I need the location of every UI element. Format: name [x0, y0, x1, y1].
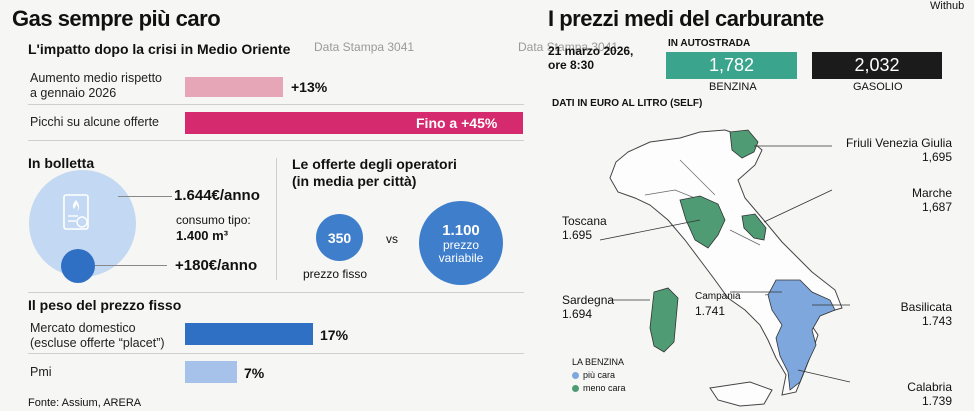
label-toscana-value: 1.695 [562, 228, 593, 242]
divider-1 [28, 104, 524, 105]
label-friuli-name: Friuli Venezia Giulia [845, 136, 952, 150]
legend-dot-green [572, 385, 579, 393]
benzina-value: 1,782 [708, 55, 755, 75]
legend-dot-blue [572, 372, 579, 380]
legend-text-piu: più cara [583, 370, 616, 380]
autostrada-label: IN AUTOSTRADA [668, 38, 751, 49]
value-domestico: 17% [320, 327, 349, 343]
peso-label-domestico: Mercato domestico (escluse offerte “plac… [30, 321, 165, 350]
vertical-divider [276, 158, 277, 280]
bill-icon [63, 194, 89, 230]
row-label-picchi: Picchi su alcune offerte [30, 115, 160, 129]
corner-credit: Withub [930, 0, 965, 12]
variable-price-value: 1.100 [442, 221, 480, 239]
value-pmi: 7% [244, 365, 265, 381]
value-picchi: Fino a +45% [416, 115, 498, 131]
legend-item-piu: più cara [572, 369, 626, 382]
bolletta-increase: +180€/anno [175, 257, 258, 274]
region-marche [741, 213, 767, 241]
bolletta-annual: 1.644€/anno [174, 187, 260, 204]
label-toscana-name: Toscana [562, 214, 607, 228]
fixed-price-value: 350 [327, 229, 352, 246]
peso-label-pmi: Pmi [30, 365, 52, 379]
label-sardegna: Sardegna 1.694 [562, 293, 614, 321]
label-basilicata: Basilicata 1.743 [856, 300, 952, 328]
label-calabria: Calabria 1.739 [856, 380, 952, 408]
left-subtitle: L'impatto dopo la crisi in Medio Oriente [28, 41, 291, 57]
region-friuli [729, 129, 759, 159]
variable-price-circle: 1.100 prezzo variabile [419, 201, 503, 285]
bolletta-title: In bolletta [28, 155, 95, 171]
left-title: Gas sempre più caro [12, 6, 221, 31]
label-campania: Campania 1.741 [695, 290, 741, 318]
value-aumento: +13% [291, 79, 328, 95]
label-marche: Marche 1,687 [836, 186, 952, 214]
label-friuli-value: 1,695 [921, 150, 952, 164]
right-title: I prezzi medi del carburante [548, 6, 824, 31]
label-calabria-value: 1.739 [921, 394, 952, 408]
watermark-left: Data Stampa 3041 [314, 40, 415, 54]
label-basilicata-name: Basilicata [900, 300, 952, 314]
label-toscana: Toscana 1.695 [562, 214, 607, 242]
watermark-right: Data Stampa 3041 [518, 40, 619, 54]
connector-annual [118, 196, 172, 197]
vs-text: vs [386, 232, 398, 246]
label-campania-value: 1.741 [695, 304, 726, 318]
benzina-label: BENZINA [709, 81, 757, 93]
label-marche-name: Marche [911, 186, 952, 200]
divider-2 [28, 140, 524, 141]
label-campania-name: Campania [695, 291, 741, 302]
fixed-price-label: prezzo fisso [303, 267, 368, 281]
consumo-value: 1.400 m³ [176, 228, 229, 243]
gasolio-label: GASOLIO [853, 81, 903, 93]
label-friuli: Friuli Venezia Giulia 1,695 [836, 136, 952, 164]
legend: LA BENZINA più cara meno cara [572, 356, 626, 395]
label-sardegna-name: Sardegna [562, 293, 615, 307]
peso-title: Il peso del prezzo fisso [28, 297, 182, 313]
divider-4 [28, 353, 524, 354]
label-marche-value: 1,687 [921, 200, 952, 214]
label-basilicata-value: 1.743 [921, 314, 952, 328]
fixed-price-circle: 350 [316, 214, 363, 261]
region-toscana [679, 195, 726, 249]
italy-map [599, 129, 850, 407]
bar-aumento [185, 77, 283, 97]
benzina-box: 1,782 [666, 52, 797, 79]
bar-pmi [185, 361, 237, 383]
divider-3 [28, 292, 524, 293]
gasolio-box: 2,032 [812, 52, 942, 79]
date-note: 21 marzo 2026, ore 8:30 [548, 44, 634, 72]
row-label-aumento: Aumento medio rispetto a gennaio 2026 [30, 71, 163, 100]
region-sardegna [649, 287, 679, 353]
legend-item-meno: meno cara [572, 382, 626, 395]
consumo-label: consumo tipo: [176, 213, 251, 227]
gasolio-value: 2,032 [854, 55, 900, 75]
legend-text-meno: meno cara [583, 383, 626, 393]
bolletta-small-circle [61, 249, 95, 283]
offerte-title: Le offerte degli operatori (in media per… [292, 156, 457, 189]
label-calabria-name: Calabria [907, 380, 952, 394]
bar-domestico [185, 323, 313, 345]
legend-title: LA BENZINA [572, 357, 625, 367]
connector-increase [95, 265, 167, 266]
variable-price-label: prezzo variabile [438, 237, 484, 265]
label-sardegna-value: 1.694 [562, 307, 593, 321]
bar-picchi [185, 112, 523, 134]
region-sicilia [709, 381, 773, 407]
unit-note: DATI IN EURO AL LITRO (SELF) [552, 98, 703, 109]
source-note: Fonte: Assium, ARERA [28, 397, 142, 409]
region-south [767, 279, 836, 391]
